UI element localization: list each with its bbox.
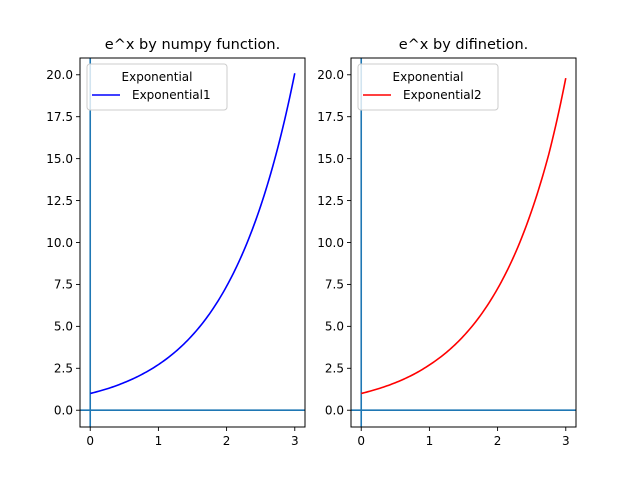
y-tick-label: 17.5 bbox=[46, 110, 73, 124]
x-tick-label: 1 bbox=[155, 434, 163, 448]
y-tick-label: 17.5 bbox=[317, 110, 344, 124]
chart-title: e^x by numpy function. bbox=[105, 37, 280, 53]
series-line-1 bbox=[361, 77, 567, 395]
y-tick-label: 7.5 bbox=[54, 278, 73, 292]
y-tick-label: 20.0 bbox=[317, 68, 344, 82]
series-line-1 bbox=[90, 73, 296, 395]
legend: Exponential Exponential1 bbox=[86, 63, 228, 111]
legend-entry-label: Exponential2 bbox=[403, 88, 482, 102]
y-tick-label: 0.0 bbox=[325, 404, 344, 418]
chart-panel-2: e^x by difinetion. 0 1 2 3 0.0 2.5 5.0 7.5 10.0 12… bbox=[317, 37, 577, 448]
x-tick-label: 2 bbox=[494, 434, 502, 448]
y-tick-label: 5.0 bbox=[54, 320, 73, 334]
y-tick-label: 12.5 bbox=[46, 194, 73, 208]
y-tick-label: 10.0 bbox=[46, 236, 73, 250]
y-tick-label: 7.5 bbox=[325, 278, 344, 292]
x-tick-label: 2 bbox=[223, 434, 231, 448]
legend-box bbox=[86, 63, 228, 111]
x-tick-label: 0 bbox=[86, 434, 94, 448]
y-tick-label: 15.0 bbox=[46, 152, 73, 166]
chart-title: e^x by difinetion. bbox=[399, 37, 529, 53]
y-tick-label: 10.0 bbox=[317, 236, 344, 250]
y-tick-label: 20.0 bbox=[46, 68, 73, 82]
legend: Exponential Exponential2 bbox=[357, 63, 499, 111]
y-tick-label: 2.5 bbox=[54, 362, 73, 376]
legend-title: Exponential bbox=[393, 70, 464, 84]
y-tick-label: 0.0 bbox=[54, 404, 73, 418]
x-tick-label: 1 bbox=[426, 434, 434, 448]
legend-title: Exponential bbox=[122, 70, 193, 84]
y-tick-label: 2.5 bbox=[325, 362, 344, 376]
y-tick-label: 15.0 bbox=[317, 152, 344, 166]
x-tick-label: 3 bbox=[291, 434, 299, 448]
y-tick-label: 5.0 bbox=[325, 320, 344, 334]
chart-panel-1: e^x by numpy function. 0 1 2 3 0.0 2.5 5.0 7.5 10… bbox=[46, 37, 306, 448]
x-tick-label: 3 bbox=[562, 434, 570, 448]
legend-entry-label: Exponential1 bbox=[132, 88, 211, 102]
x-tick-label: 0 bbox=[357, 434, 365, 448]
legend-box bbox=[357, 63, 499, 111]
y-tick-label: 12.5 bbox=[317, 194, 344, 208]
